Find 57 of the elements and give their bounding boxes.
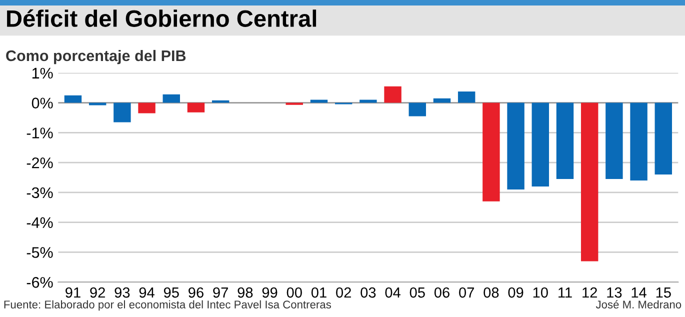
chart-title: Déficit del Gobierno Central bbox=[7, 9, 316, 27]
bar bbox=[433, 98, 451, 103]
bar bbox=[384, 86, 402, 103]
x-tick-label: 92 bbox=[90, 287, 105, 298]
x-tick-label: 12 bbox=[582, 287, 597, 298]
x-tick-label: 03 bbox=[360, 287, 376, 298]
bar bbox=[507, 102, 524, 190]
x-tick-label: 01 bbox=[311, 287, 326, 298]
bar bbox=[187, 102, 205, 112]
x-tick-label: 95 bbox=[164, 287, 179, 298]
y-tick-label: -4% bbox=[26, 217, 53, 228]
text: José M. Medrano bbox=[596, 300, 682, 308]
bar bbox=[212, 100, 230, 103]
x-tick-label: 98 bbox=[238, 287, 253, 298]
chart-subtitle: Como porcentaje del PIB bbox=[6, 50, 186, 64]
y-tick-label: -2% bbox=[26, 157, 53, 168]
x-tick-label: 99 bbox=[262, 287, 278, 298]
x-tick-label: 08 bbox=[484, 287, 499, 298]
x-tick-label: 00 bbox=[286, 287, 302, 298]
bar bbox=[580, 102, 598, 262]
x-tick-label: 02 bbox=[336, 287, 351, 298]
y-tick-label: 0% bbox=[32, 98, 53, 108]
x-tick-label: 15 bbox=[656, 288, 671, 298]
bar bbox=[360, 100, 377, 103]
x-tick-label: 91 bbox=[66, 287, 80, 298]
bar bbox=[532, 102, 549, 186]
bar bbox=[556, 102, 574, 180]
bar bbox=[64, 95, 82, 103]
y-tick-label: -3% bbox=[26, 187, 53, 198]
x-tick-label: 09 bbox=[508, 287, 524, 298]
bar bbox=[654, 102, 672, 175]
x-tick-label: 13 bbox=[607, 287, 622, 298]
x-tick-label: 06 bbox=[434, 287, 450, 298]
bar bbox=[114, 102, 131, 122]
y-tick-label: 1% bbox=[32, 68, 53, 79]
bar bbox=[630, 102, 648, 181]
x-tick-label: 04 bbox=[385, 287, 400, 298]
x-tick-label: 10 bbox=[533, 287, 548, 298]
x-tick-label: 14 bbox=[632, 288, 646, 298]
x-tick-label: 97 bbox=[213, 287, 228, 298]
bar bbox=[482, 102, 500, 202]
x-tick-label: 94 bbox=[139, 287, 154, 298]
x-tick-label: 93 bbox=[114, 287, 130, 298]
y-tick-label: -6% bbox=[26, 277, 53, 288]
bar bbox=[408, 102, 426, 116]
bar bbox=[458, 91, 476, 103]
y-tick-label: -5% bbox=[26, 247, 53, 258]
y-tick-label: -1% bbox=[26, 128, 53, 138]
bar bbox=[162, 94, 180, 103]
x-tick-label: 11 bbox=[558, 288, 572, 298]
bar bbox=[138, 102, 156, 114]
x-tick-label: 96 bbox=[188, 287, 204, 298]
bar bbox=[606, 102, 623, 180]
source-note: Fuente: Elaborado por el economista del Intec Pavel Isa Contreras bbox=[4, 300, 331, 311]
x-tick-label: 07 bbox=[459, 287, 474, 298]
bar bbox=[310, 100, 328, 103]
x-tick-label: 05 bbox=[410, 287, 425, 298]
